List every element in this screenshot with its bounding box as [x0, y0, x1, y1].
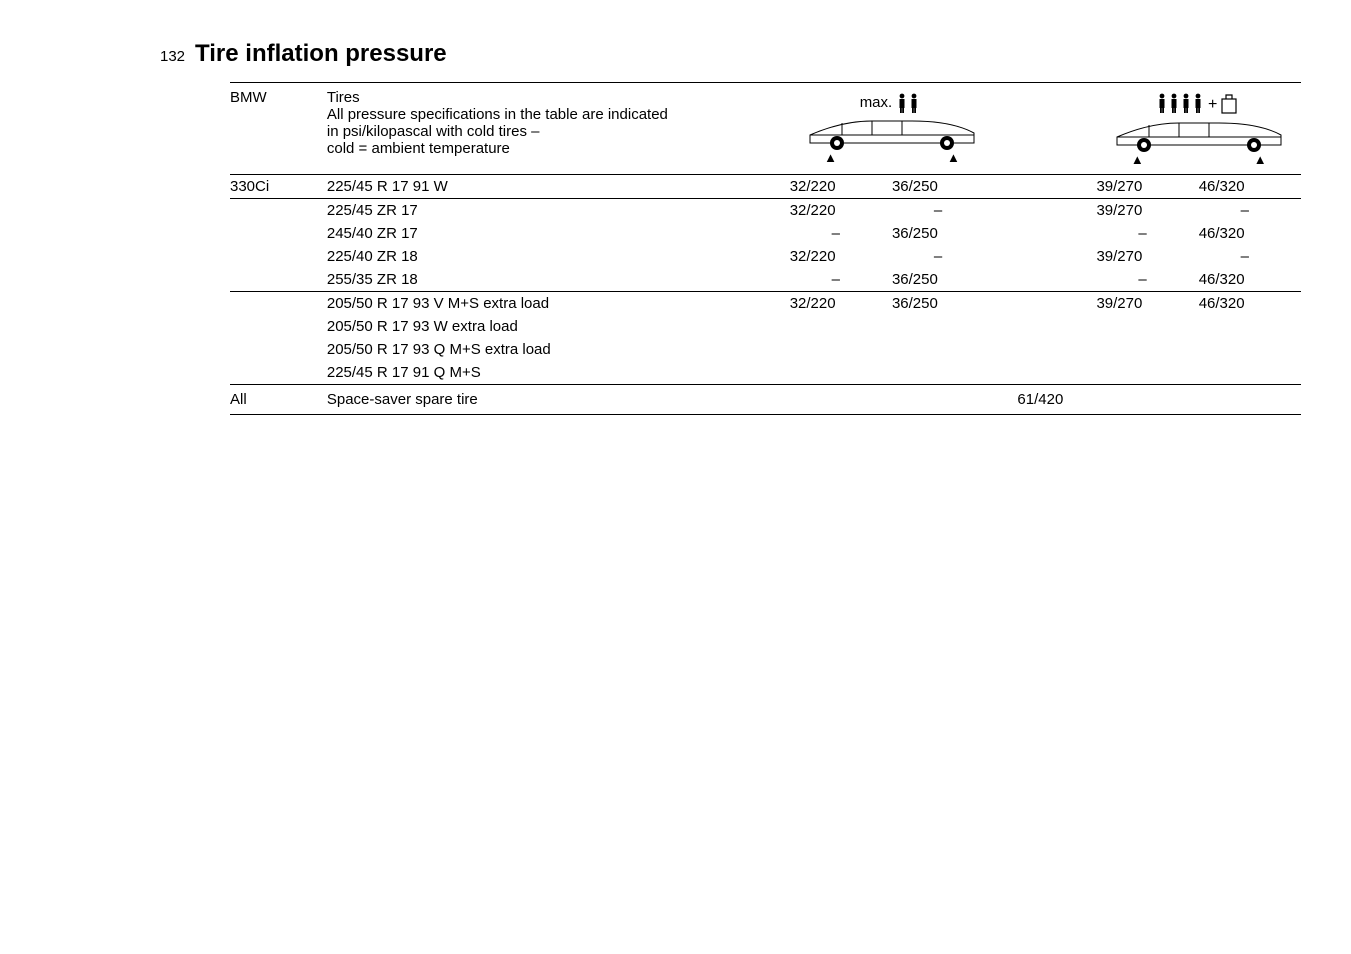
- table-row: 255/35 ZR 18–36/250–46/320: [230, 268, 1301, 292]
- cell-pressure: 39/270: [1096, 292, 1198, 316]
- cell-bmw: [230, 292, 327, 316]
- cell-pressure: [994, 268, 1096, 292]
- cell-pressure: [1096, 361, 1198, 385]
- cell-tire: 225/40 ZR 18: [327, 245, 790, 268]
- cell-pressure: 32/220: [790, 292, 892, 316]
- cell-pressure: 39/270: [1096, 175, 1198, 199]
- cell-pressure: 46/320: [1199, 175, 1301, 199]
- arrow-up-icons: ▲ ▲: [1131, 153, 1267, 166]
- footer-label: Space-saver spare tire: [327, 385, 790, 415]
- cell-tire: 205/50 R 17 93 W extra load: [327, 315, 790, 338]
- cell-pressure: [790, 315, 892, 338]
- cell-pressure: 36/250: [892, 292, 994, 316]
- page-number: 132: [160, 48, 185, 65]
- table-row: 205/50 R 17 93 Q M+S extra load: [230, 338, 1301, 361]
- cell-pressure: –: [1096, 268, 1198, 292]
- cell-tire: 225/45 R 17 91 Q M+S: [327, 361, 790, 385]
- cell-pressure: –: [790, 222, 892, 245]
- cell-pressure: [790, 338, 892, 361]
- cell-pressure: 46/320: [1199, 268, 1301, 292]
- header-tires: Tires All pressure specifications in the…: [327, 83, 790, 175]
- cell-pressure: [1199, 361, 1301, 385]
- cell-pressure: [790, 361, 892, 385]
- svg-text:+: +: [1208, 96, 1217, 113]
- header-bmw: BMW: [230, 83, 327, 175]
- cell-pressure: [994, 175, 1096, 199]
- cell-pressure: [892, 361, 994, 385]
- cell-pressure: 32/220: [790, 175, 892, 199]
- cell-pressure: –: [1199, 199, 1301, 223]
- cell-pressure: 36/250: [892, 268, 994, 292]
- cell-bmw: [230, 222, 327, 245]
- table-row: 225/45 R 17 91 Q M+S: [230, 361, 1301, 385]
- cell-tire: 225/45 R 17 91 W: [327, 175, 790, 199]
- cell-pressure: [994, 315, 1096, 338]
- cell-tire: 225/45 ZR 17: [327, 199, 790, 223]
- cell-tire: 205/50 R 17 93 V M+S extra load: [327, 292, 790, 316]
- arrow-up-icon: ▲: [1131, 153, 1144, 166]
- cell-pressure: –: [892, 199, 994, 223]
- cell-pressure: [1096, 338, 1198, 361]
- table-row: 330Ci225/45 R 17 91 W32/22036/250 39/2704…: [230, 175, 1301, 199]
- footer-bmw: All: [230, 385, 327, 415]
- cell-pressure: 39/270: [1096, 245, 1198, 268]
- car-side-icon: [802, 113, 982, 153]
- cell-pressure: [1199, 315, 1301, 338]
- cell-pressure: [1199, 338, 1301, 361]
- cell-pressure: [892, 338, 994, 361]
- cell-pressure: 32/220: [790, 199, 892, 223]
- table-row: 225/45 ZR 1732/220–39/270–: [230, 199, 1301, 223]
- max-label: max.: [860, 94, 893, 111]
- cell-pressure: –: [1096, 222, 1198, 245]
- arrow-up-icon: ▲: [947, 151, 960, 164]
- cell-bmw: [230, 338, 327, 361]
- cell-pressure: 36/250: [892, 222, 994, 245]
- cell-pressure: 46/320: [1199, 292, 1301, 316]
- cell-pressure: 36/250: [892, 175, 994, 199]
- table-row: 245/40 ZR 17–36/250–46/320: [230, 222, 1301, 245]
- cell-pressure: 39/270: [1096, 199, 1198, 223]
- passengers-4-luggage-icon: +: [1156, 93, 1242, 115]
- load-icon-partial: max.: [790, 89, 995, 166]
- cell-tire: 255/35 ZR 18: [327, 268, 790, 292]
- cell-tire: 205/50 R 17 93 Q M+S extra load: [327, 338, 790, 361]
- car-side-icon: [1109, 115, 1289, 155]
- cell-tire: 245/40 ZR 17: [327, 222, 790, 245]
- cell-pressure: –: [1199, 245, 1301, 268]
- cell-bmw: [230, 361, 327, 385]
- cell-pressure: [994, 222, 1096, 245]
- load-icon-full: +: [1096, 89, 1301, 168]
- cell-bmw: [230, 245, 327, 268]
- cell-pressure: [994, 361, 1096, 385]
- arrow-up-icons: ▲ ▲: [824, 151, 960, 164]
- tire-pressure-table: BMW Tires All pressure specifications in…: [230, 82, 1301, 415]
- arrow-up-icon: ▲: [824, 151, 837, 164]
- table-row: 225/40 ZR 1832/220–39/270–: [230, 245, 1301, 268]
- cell-bmw: [230, 268, 327, 292]
- cell-pressure: –: [790, 268, 892, 292]
- cell-pressure: [994, 338, 1096, 361]
- cell-pressure: [994, 245, 1096, 268]
- page-title: Tire inflation pressure: [195, 40, 447, 68]
- table-row: 205/50 R 17 93 V M+S extra load32/22036/…: [230, 292, 1301, 316]
- table-row: 205/50 R 17 93 W extra load: [230, 315, 1301, 338]
- cell-bmw: [230, 315, 327, 338]
- cell-bmw: 330Ci: [230, 175, 327, 199]
- cell-pressure: [1096, 315, 1198, 338]
- arrow-up-icon: ▲: [1254, 153, 1267, 166]
- cell-pressure: [994, 292, 1096, 316]
- cell-pressure: 32/220: [790, 245, 892, 268]
- cell-pressure: –: [892, 245, 994, 268]
- footer-value: 61/420: [790, 385, 1301, 415]
- cell-bmw: [230, 199, 327, 223]
- cell-pressure: 46/320: [1199, 222, 1301, 245]
- cell-pressure: [994, 199, 1096, 223]
- passengers-2-icon: [896, 93, 924, 113]
- cell-pressure: [892, 315, 994, 338]
